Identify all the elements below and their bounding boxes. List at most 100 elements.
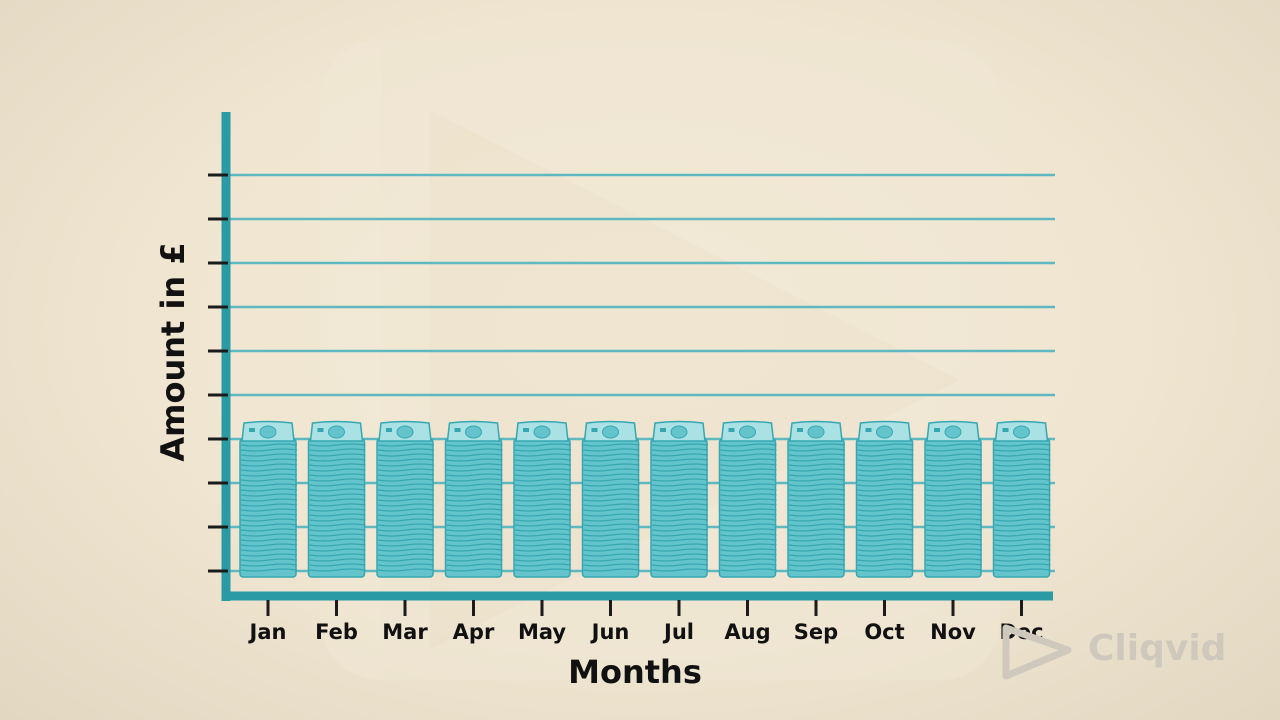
x-tick-label: Jun: [590, 620, 630, 644]
banknote-edge: [514, 533, 572, 537]
banknote-edge: [720, 498, 777, 502]
banknote-edge: [720, 528, 777, 532]
x-tick-label: Feb: [315, 620, 358, 644]
banknote-edge: [720, 543, 777, 547]
banknote-edge: [994, 538, 1051, 542]
banknote-edge: [857, 558, 914, 562]
banknote-edge: [446, 548, 503, 552]
banknote-portrait: [1013, 425, 1030, 439]
banknote-edge: [446, 553, 503, 557]
banknote-edge: [994, 543, 1051, 547]
x-tick-label: Sep: [794, 620, 838, 644]
banknote-edge: [925, 488, 983, 492]
banknote-edge: [720, 463, 777, 467]
banknote-edge: [377, 488, 435, 492]
banknote-edge: [309, 518, 366, 522]
banknote-edge: [240, 558, 298, 562]
banknote-edge: [788, 488, 846, 492]
banknote-edge: [857, 568, 914, 572]
logo-text: Cliqvid: [1088, 628, 1226, 669]
banknote-edge: [377, 563, 435, 567]
banknote-edge: [720, 483, 777, 487]
banknote-edge: [994, 528, 1051, 532]
banknote-edge: [994, 493, 1051, 497]
banknote-edge: [514, 508, 572, 512]
banknote-edge: [309, 558, 366, 562]
banknote-edge: [446, 473, 503, 477]
banknote-mark: [660, 428, 666, 432]
banknote-edge: [651, 513, 709, 517]
banknote-edge: [857, 493, 914, 497]
banknote-edge: [994, 478, 1051, 482]
banknote-edge: [720, 513, 777, 517]
banknote-edge: [583, 453, 640, 457]
banknote-edge: [514, 483, 572, 487]
banknote-edge: [309, 488, 366, 492]
banknote-mark: [249, 428, 255, 432]
banknote-edge: [377, 528, 435, 532]
banknote-portrait: [602, 425, 619, 439]
banknote-edge: [583, 553, 640, 557]
banknote-edge: [720, 533, 777, 537]
banknote-edge: [651, 538, 709, 542]
banknote-edge: [377, 553, 435, 557]
x-axis-title: Months: [568, 653, 702, 691]
banknote-edge: [240, 563, 298, 567]
banknote-edge: [925, 513, 983, 517]
banknote-mark: [386, 428, 392, 432]
banknote-edge: [514, 543, 572, 547]
banknote-edge: [788, 503, 846, 507]
banknote-edge: [309, 448, 366, 452]
banknote-edge: [583, 483, 640, 487]
banknote-edge: [583, 563, 640, 567]
banknote-edge: [377, 503, 435, 507]
banknote-edge: [857, 508, 914, 512]
banknote-edge: [994, 498, 1051, 502]
banknote-edge: [857, 553, 914, 557]
banknote-edge: [514, 503, 572, 507]
banknote-edge: [651, 463, 709, 467]
banknote-edge: [514, 523, 572, 527]
banknote-edge: [446, 468, 503, 472]
banknote-edge: [309, 523, 366, 527]
banknote-edge: [651, 553, 709, 557]
banknote-edge: [446, 448, 503, 452]
banknote-edge: [994, 473, 1051, 477]
banknote-edge: [720, 518, 777, 522]
banknote-edge: [788, 498, 846, 502]
banknote-edge: [994, 448, 1051, 452]
banknote-edge: [994, 548, 1051, 552]
banknote-edge: [583, 523, 640, 527]
banknote-edge: [925, 538, 983, 542]
banknote-edge: [240, 528, 298, 532]
banknote-edge: [720, 508, 777, 512]
x-tick-label: Oct: [864, 620, 904, 644]
banknote-edge: [309, 503, 366, 507]
banknote-edge: [583, 503, 640, 507]
banknote-edge: [925, 498, 983, 502]
banknote-edge: [514, 488, 572, 492]
banknote-edge: [583, 488, 640, 492]
banknote-edge: [994, 563, 1051, 567]
banknote-mark: [797, 428, 803, 432]
banknote-edge: [377, 493, 435, 497]
banknote-edge: [857, 448, 914, 452]
banknote-edge: [788, 443, 846, 447]
banknote-edge: [583, 493, 640, 497]
banknote-edge: [446, 543, 503, 547]
bar-feb: [307, 420, 366, 578]
banknote-edge: [994, 518, 1051, 522]
banknote-edge: [720, 453, 777, 457]
banknote-mark: [454, 428, 461, 432]
banknote-edge: [720, 478, 777, 482]
banknote-portrait: [670, 425, 688, 439]
banknote-edge: [651, 523, 709, 527]
banknote-edge: [857, 483, 914, 487]
banknote-edge: [994, 508, 1051, 512]
banknote-edge: [788, 483, 846, 487]
banknote-edge: [925, 458, 983, 462]
bar-may: [513, 420, 572, 578]
banknote-edge: [240, 553, 298, 557]
banknote-edge: [925, 523, 983, 527]
banknote-edge: [240, 453, 298, 457]
